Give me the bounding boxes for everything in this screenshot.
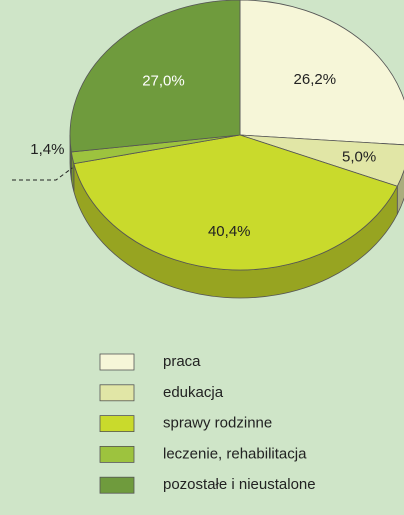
data-label: 1,4% <box>30 141 64 158</box>
data-label: 5,0% <box>342 148 376 165</box>
legend-swatch <box>99 445 135 463</box>
legend-swatch <box>99 353 135 371</box>
leader-line <box>12 167 73 181</box>
legend-label: leczenie, rehabilitacja <box>163 445 307 462</box>
data-label: 40,4% <box>208 223 251 240</box>
pie-slice <box>73 134 398 271</box>
legend-swatch <box>99 384 135 402</box>
legend-label: praca <box>163 353 201 370</box>
legend-label: edukacja <box>163 384 224 401</box>
data-label: 26,2% <box>294 71 337 88</box>
pie-slice <box>69 0 241 153</box>
legend-label: pozostałe i nieustalone <box>163 476 316 493</box>
legend-label: sprawy rodzinne <box>163 415 272 432</box>
data-label: 27,0% <box>142 72 185 89</box>
legend-swatch <box>99 415 135 433</box>
pie-slice <box>239 0 404 146</box>
legend-swatch <box>99 476 135 494</box>
